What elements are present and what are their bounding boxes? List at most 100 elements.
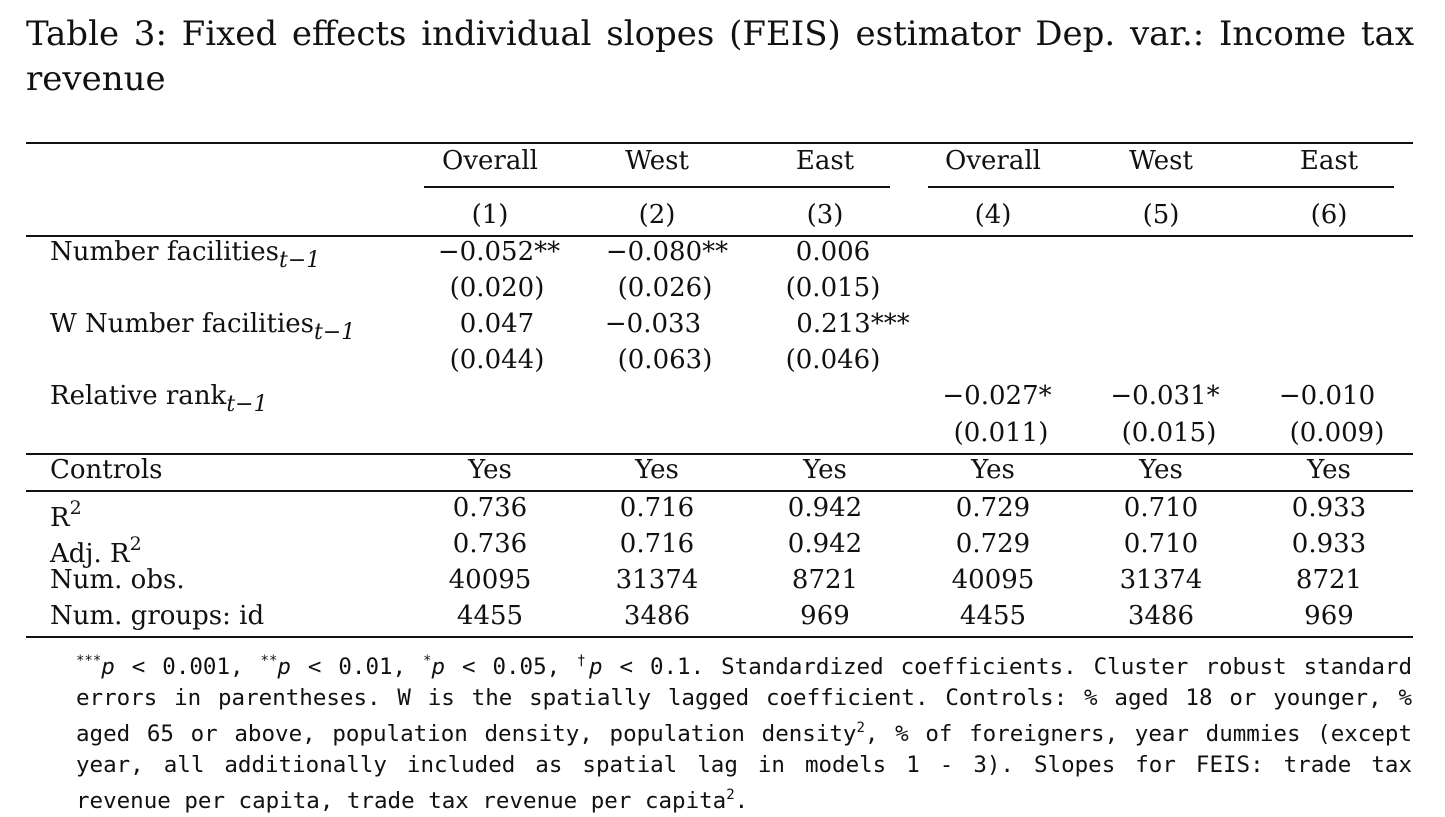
row-label-adj-r2: Adj. R2 bbox=[50, 533, 142, 569]
r2-6: 0.933 bbox=[1291, 493, 1367, 523]
header-cmidrule-left bbox=[424, 186, 890, 188]
obs-6: 8721 bbox=[1295, 565, 1363, 595]
adj-r2-4: 0.729 bbox=[955, 529, 1031, 559]
r2-superscript: 2 bbox=[69, 497, 82, 519]
groups-6: 969 bbox=[1304, 601, 1354, 631]
controls-4: Yes bbox=[971, 455, 1015, 485]
note-text-3: < 0.05, bbox=[445, 654, 578, 680]
header-group-1: Overall bbox=[442, 146, 538, 176]
se-facilities-2: (0.026) bbox=[617, 273, 713, 303]
header-group-4: Overall bbox=[945, 146, 1041, 176]
header-group-6: East bbox=[1299, 146, 1359, 176]
adj-r2-5: 0.710 bbox=[1123, 529, 1199, 559]
coef-rank-4: −0.027* bbox=[942, 381, 1052, 411]
obs-3: 8721 bbox=[791, 565, 859, 595]
coef-w-facilities-3: 0.213*** bbox=[796, 309, 910, 339]
note-p-3: p bbox=[431, 654, 446, 680]
obs-4: 40095 bbox=[951, 565, 1035, 595]
se-facilities-1: (0.020) bbox=[449, 273, 545, 303]
se-rank-4: (0.011) bbox=[953, 418, 1049, 448]
header-group-3: East bbox=[795, 146, 855, 176]
row-subscript: t−1 bbox=[226, 392, 268, 417]
note-stars-3: * bbox=[423, 653, 432, 669]
adj-r2-6: 0.933 bbox=[1291, 529, 1367, 559]
coef-rule bbox=[26, 453, 1413, 455]
note-text-2: < 0.01, bbox=[290, 654, 424, 680]
se-rank-6: (0.009) bbox=[1289, 418, 1385, 448]
controls-2: Yes bbox=[635, 455, 679, 485]
header-rule bbox=[26, 235, 1413, 237]
se-facilities-3: (0.015) bbox=[785, 273, 881, 303]
coef-facilities-3: 0.006 bbox=[795, 237, 871, 267]
caption-text: Fixed effects individual slopes (FEIS) e… bbox=[26, 14, 1414, 99]
note-dagger: † bbox=[577, 653, 589, 669]
caption-label: Table 3: bbox=[26, 14, 167, 54]
r2-5: 0.710 bbox=[1123, 493, 1199, 523]
adj-r2-3: 0.942 bbox=[787, 529, 863, 559]
note-text-5: , % of foreigners, year dummies (except … bbox=[76, 721, 1412, 814]
controls-1: Yes bbox=[468, 455, 512, 485]
se-rank-5: (0.015) bbox=[1121, 418, 1217, 448]
header-cmidrule-right bbox=[928, 186, 1394, 188]
header-group-2: West bbox=[625, 146, 689, 176]
groups-1: 4455 bbox=[456, 601, 524, 631]
header-model-2: (2) bbox=[638, 200, 676, 230]
row-subscript: t−1 bbox=[314, 320, 356, 345]
r2-4: 0.729 bbox=[955, 493, 1031, 523]
header-model-6: (6) bbox=[1310, 200, 1348, 230]
note-text-1: < 0.001, bbox=[114, 654, 261, 680]
row-subscript: t−1 bbox=[279, 248, 321, 273]
row-label-num-obs: Num. obs. bbox=[50, 565, 185, 595]
obs-5: 31374 bbox=[1119, 565, 1203, 595]
coef-rank-5: −0.031* bbox=[1110, 381, 1220, 411]
note-stars-1: *** bbox=[76, 653, 102, 669]
header-model-4: (4) bbox=[974, 200, 1012, 230]
row-label-num-groups: Num. groups: id bbox=[50, 601, 265, 631]
adj-r2-superscript: 2 bbox=[129, 533, 142, 555]
bottom-rule bbox=[26, 636, 1413, 638]
coef-w-facilities-2: −0.033 bbox=[604, 309, 702, 339]
r2-2: 0.716 bbox=[619, 493, 695, 523]
controls-5: Yes bbox=[1139, 455, 1183, 485]
row-label-r2: R2 bbox=[50, 497, 82, 533]
note-square-2: 2 bbox=[726, 787, 735, 803]
adj-r2-2: 0.716 bbox=[619, 529, 695, 559]
note-stars-2: ** bbox=[260, 653, 278, 669]
row-label-controls: Controls bbox=[50, 455, 163, 485]
header-group-5: West bbox=[1129, 146, 1193, 176]
top-rule bbox=[26, 142, 1413, 144]
obs-1: 40095 bbox=[448, 565, 532, 595]
groups-3: 969 bbox=[800, 601, 850, 631]
coef-rank-6: −0.010 bbox=[1278, 381, 1376, 411]
r2-1: 0.736 bbox=[452, 493, 528, 523]
coef-w-facilities-1: 0.047 bbox=[459, 309, 535, 339]
coef-facilities-2: −0.080** bbox=[605, 237, 729, 267]
note-text-6: . bbox=[734, 788, 749, 814]
se-w-facilities-3: (0.046) bbox=[785, 345, 881, 375]
controls-rule bbox=[26, 490, 1413, 492]
note-p-1: p bbox=[101, 654, 115, 680]
se-w-facilities-1: (0.044) bbox=[449, 345, 545, 375]
obs-2: 31374 bbox=[615, 565, 699, 595]
note-square-1: 2 bbox=[856, 720, 865, 736]
table-caption: Table 3: Fixed effects individual slopes… bbox=[26, 12, 1414, 102]
controls-6: Yes bbox=[1307, 455, 1351, 485]
adj-r2-1: 0.736 bbox=[452, 529, 528, 559]
groups-2: 3486 bbox=[623, 601, 691, 631]
controls-3: Yes bbox=[803, 455, 847, 485]
header-model-3: (3) bbox=[806, 200, 844, 230]
row-label-relative-rank: Relative rankt−1 bbox=[50, 381, 268, 417]
groups-4: 4455 bbox=[959, 601, 1027, 631]
row-label-number-facilities: Number facilitiest−1 bbox=[50, 237, 321, 273]
row-label-w-number-facilities: W Number facilitiest−1 bbox=[50, 309, 356, 345]
note-text-4: < 0.1. Standardized coefficients. Cluste… bbox=[76, 654, 1412, 747]
table-notes: ***p < 0.001, **p < 0.01, *p < 0.05, †p … bbox=[76, 646, 1412, 817]
coef-facilities-1: −0.052** bbox=[437, 237, 561, 267]
note-p-2: p bbox=[277, 654, 291, 680]
groups-5: 3486 bbox=[1127, 601, 1195, 631]
note-p-4: p bbox=[588, 654, 603, 680]
se-w-facilities-2: (0.063) bbox=[617, 345, 713, 375]
header-model-1: (1) bbox=[471, 200, 509, 230]
header-model-5: (5) bbox=[1142, 200, 1180, 230]
r2-3: 0.942 bbox=[787, 493, 863, 523]
